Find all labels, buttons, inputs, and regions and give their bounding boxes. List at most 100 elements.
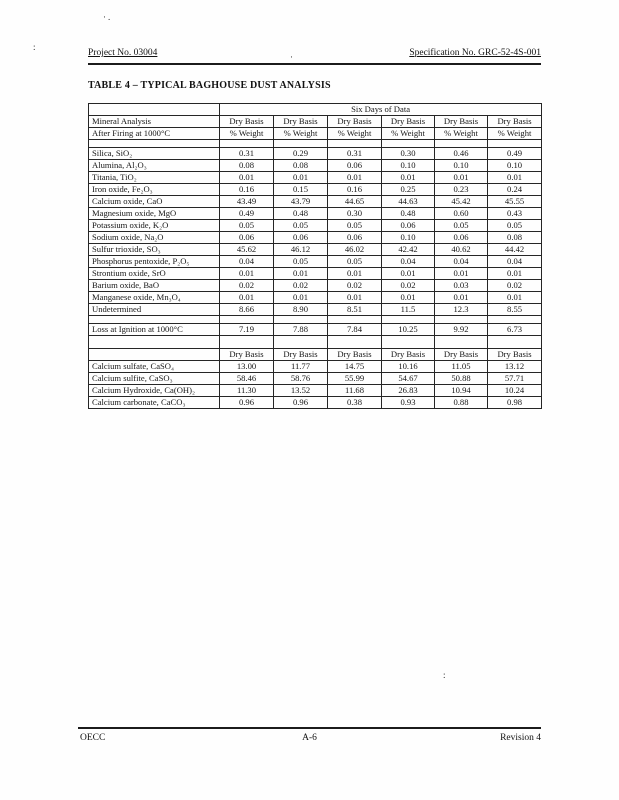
value-cell: 0.01 [219, 171, 274, 184]
value-cell: 45.42 [434, 195, 488, 208]
value-cell: 0.88 [434, 396, 488, 409]
mineral-row: Calcium oxide, CaO 43.49 43.79 44.65 44.63 45… [88, 195, 543, 208]
empty-cell [219, 335, 274, 349]
value-cell: 0.05 [327, 219, 382, 232]
value-cell: 0.96 [219, 396, 274, 409]
row-label: Silica, SiO₂ [88, 147, 220, 160]
value-cell: 42.42 [381, 243, 435, 256]
empty-cell [327, 315, 382, 324]
value-cell: 0.05 [434, 219, 488, 232]
column-header-cell: % Weight [486, 127, 543, 140]
row-label: Titania, TiO₂ [88, 171, 220, 184]
row-label: Sodium oxide, Na₂O [88, 231, 220, 244]
value-cell: 0.49 [219, 207, 274, 220]
value-cell: 0.08 [219, 159, 274, 172]
value-cell: 0.05 [219, 219, 274, 232]
value-cell: 12.3 [434, 303, 488, 316]
value-cell: 0.01 [381, 291, 435, 304]
row-label: Calcium carbonate, CaCO₃ [88, 396, 220, 409]
value-cell: 40.62 [434, 243, 488, 256]
column-header-cell: Dry Basis [486, 115, 543, 128]
value-cell: 0.01 [486, 291, 543, 304]
value-cell: 0.29 [273, 147, 328, 160]
scan-noise-speck [103, 13, 112, 22]
value-cell: 0.01 [327, 291, 382, 304]
empty-cell [381, 335, 435, 349]
value-cell: 44.63 [381, 195, 435, 208]
value-cell: 7.84 [327, 323, 382, 336]
mineral-row: Potassium oxide, K₂O 0.05 0.05 0.05 0.06 0.05… [88, 219, 543, 232]
value-cell: 0.06 [381, 219, 435, 232]
column-header-cell: After Firing at 1000°C [88, 127, 220, 140]
column-header-cell: Dry Basis [273, 348, 328, 361]
value-cell: 0.01 [434, 267, 488, 280]
row-label: Strontium oxide, SrO [88, 267, 220, 280]
value-cell: 8.90 [273, 303, 328, 316]
page-header: Project No. 03004 Specification No. GRC-… [88, 48, 541, 65]
value-cell: 0.01 [381, 171, 435, 184]
column-header-cell: % Weight [381, 127, 435, 140]
value-cell: 0.02 [273, 279, 328, 292]
mineral-row: Iron oxide, Fe₂O₃ 0.16 0.15 0.16 0.25 0.23 0.2… [88, 183, 543, 196]
dust-analysis-table: Six Days of Data Mineral Analysis Dry Basi… [88, 103, 543, 409]
value-cell: 13.00 [219, 360, 274, 373]
value-cell: 0.60 [434, 207, 488, 220]
value-cell: 0.02 [486, 279, 543, 292]
value-cell: 0.31 [219, 147, 274, 160]
value-cell: 10.24 [486, 384, 543, 397]
column-header-cell: % Weight [327, 127, 382, 140]
value-cell: 0.38 [327, 396, 382, 409]
value-cell: 54.67 [381, 372, 435, 385]
footer-revision: Revision 4 [500, 733, 541, 743]
spacer-row [88, 315, 543, 324]
value-cell: 0.10 [381, 231, 435, 244]
value-cell: 11.05 [434, 360, 488, 373]
value-cell: 57.71 [486, 372, 543, 385]
value-cell: 8.55 [486, 303, 543, 316]
value-cell: 11.68 [327, 384, 382, 397]
value-cell: 0.05 [486, 219, 543, 232]
scan-noise-speck [33, 43, 36, 52]
value-cell: 0.30 [381, 147, 435, 160]
empty-cell [88, 103, 220, 116]
value-cell: 8.51 [327, 303, 382, 316]
value-cell: 0.16 [327, 183, 382, 196]
value-cell: 44.42 [486, 243, 543, 256]
project-number: Project No. 03004 [88, 48, 158, 58]
mineral-row: Strontium oxide, SrO 0.01 0.01 0.01 0.01 0.01… [88, 267, 543, 280]
header-row: After Firing at 1000°C% Weight% Weight% … [88, 127, 543, 140]
empty-cell [88, 139, 220, 148]
empty-cell [219, 315, 274, 324]
row-label: Magnesium oxide, MgO [88, 207, 220, 220]
value-cell: 10.25 [381, 323, 435, 336]
value-cell: 11.30 [219, 384, 274, 397]
compound-row: Calcium carbonate, CaCO₃ 0.96 0.96 0.38 0.93… [88, 396, 543, 409]
value-cell: 0.03 [434, 279, 488, 292]
value-cell: 0.25 [381, 183, 435, 196]
specification-number: Specification No. GRC-52-4S-001 [409, 48, 541, 58]
empty-cell [486, 335, 543, 349]
row-label: Loss at Ignition at 1000°C [88, 323, 220, 336]
mineral-row: Barium oxide, BaO 0.02 0.02 0.02 0.02 0.03 0.0… [88, 279, 543, 292]
spacer-row [88, 335, 543, 349]
value-cell: 0.01 [327, 171, 382, 184]
value-cell: 46.02 [327, 243, 382, 256]
basis-header-row: Dry Basis Dry Basis Dry Basis Dry Basis Dry … [88, 348, 543, 361]
row-label: Calcium sulfate, CaSO₄ [88, 360, 220, 373]
scan-noise-speck [290, 53, 293, 62]
empty-cell [327, 139, 382, 148]
value-cell: 0.06 [327, 159, 382, 172]
empty-cell [434, 139, 488, 148]
row-label: Calcium Hydroxide, Ca(OH)₂ [88, 384, 220, 397]
column-header-cell: Dry Basis [219, 115, 274, 128]
value-cell: 7.88 [273, 323, 328, 336]
empty-cell [88, 315, 220, 324]
value-cell: 0.02 [381, 279, 435, 292]
mineral-row: Magnesium oxide, MgO 0.49 0.48 0.30 0.48 0.60… [88, 207, 543, 220]
empty-cell [434, 335, 488, 349]
empty-cell [327, 335, 382, 349]
empty-cell [381, 315, 435, 324]
value-cell: 0.48 [273, 207, 328, 220]
value-cell: 0.04 [486, 255, 543, 268]
